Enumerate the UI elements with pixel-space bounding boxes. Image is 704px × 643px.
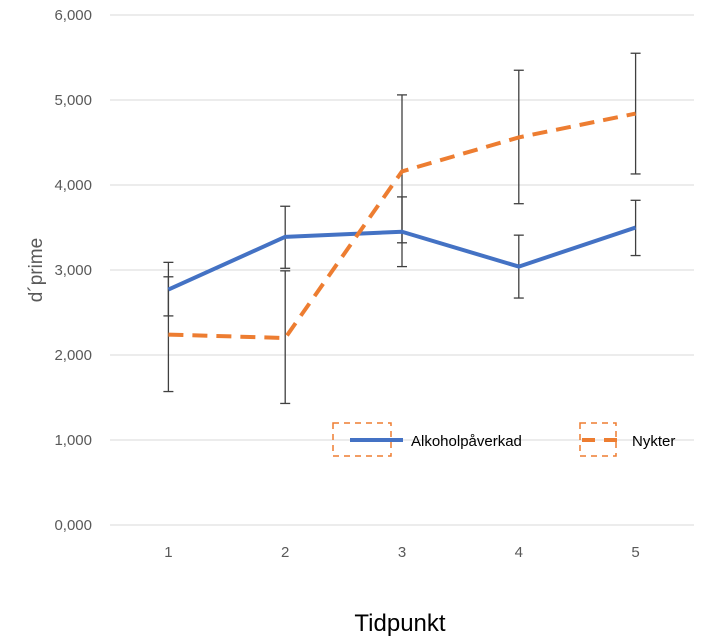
- error-bar: [280, 270, 291, 405]
- error-bar: [163, 276, 174, 393]
- legend-label-nykter: Nykter: [632, 433, 675, 450]
- y-axis-label: d´prime: [26, 238, 47, 302]
- legend: Alkoholpåverkad Nykter: [332, 422, 675, 457]
- error-bar: [397, 94, 407, 244]
- y-tick-label: 5,000: [54, 92, 92, 109]
- series-lines: [167, 111, 637, 340]
- legend-label-alkoholpaverkad: Alkoholpåverkad: [411, 433, 522, 450]
- x-tick-label: 4: [515, 544, 523, 561]
- x-tick-label: 1: [164, 544, 172, 561]
- y-tick-label: 0,000: [54, 517, 92, 534]
- x-axis-ticks: 1 2 3 4 5: [164, 544, 640, 561]
- x-axis-label: Tidpunkt: [354, 610, 445, 637]
- y-axis-ticks: 0,000 1,000 2,000 3,000 4,000 5,000 6,000: [54, 7, 92, 534]
- y-tick-label: 1,000: [54, 432, 92, 449]
- y-tick-label: 2,000: [54, 347, 92, 364]
- y-tick-label: 3,000: [54, 262, 92, 279]
- x-tick-label: 2: [281, 544, 289, 561]
- grid-lines: [110, 14, 694, 526]
- error-bars: [163, 52, 641, 405]
- x-tick-label: 3: [398, 544, 406, 561]
- legend-selection-box-1: [332, 422, 392, 457]
- y-tick-label: 6,000: [54, 7, 92, 24]
- x-tick-label: 5: [631, 544, 639, 561]
- y-tick-label: 4,000: [54, 177, 92, 194]
- legend-selection-box-2: [579, 422, 617, 457]
